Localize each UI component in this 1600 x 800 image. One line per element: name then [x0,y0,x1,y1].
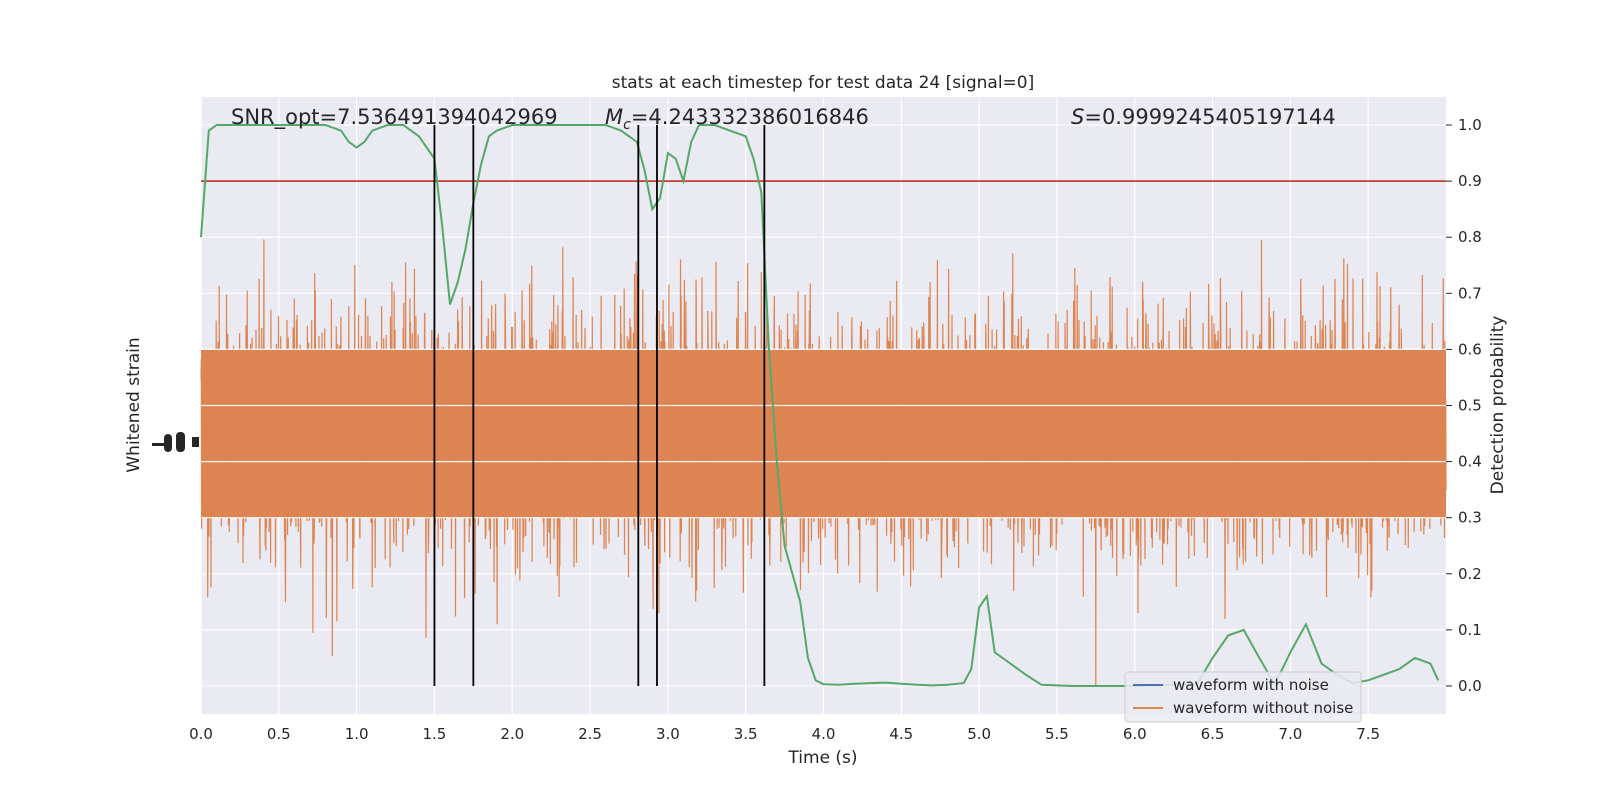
vertical-markers [433,125,766,686]
x-tick-label: 5.0 [967,725,991,743]
x-tick-label: 7.5 [1356,725,1380,743]
y-tick-label: 0.1 [1458,621,1482,639]
x-ticks: 0.0 0.5 1.0 1.5 2.0 2.5 3.0 3.5 4.0 4.5 5.0 5.5 6.0 6… [189,725,1380,743]
x-tick-label: 5.5 [1045,725,1069,743]
y-tick-label: 0.2 [1458,565,1482,583]
x-tick-label: 1.5 [423,725,447,743]
chart-title: stats at each timestep for test data 24 … [612,73,1035,93]
score-annotation: S=0.9999245405197144 [1071,105,1336,129]
legend-label-without-noise: waveform without noise [1173,699,1353,717]
chirp-mass-annotation: Mc=4.243332386016846 [605,105,869,133]
x-tick-label: 4.0 [812,725,836,743]
strain-series [200,180,1447,687]
legend: waveform with noise waveform without noi… [1124,671,1362,723]
x-axis-label: Time (s) [787,748,857,768]
y-tick-label: 0.3 [1458,509,1482,527]
x-tick-label: 0.0 [189,725,213,743]
x-tick-label: 6.5 [1201,725,1225,743]
y-tick-label: 0.9 [1458,172,1482,190]
x-tick-label: 3.0 [656,725,680,743]
snr-annotation: SNR_opt=7.536491394042969 [231,105,558,130]
x-tick-label: 2.0 [500,725,524,743]
y-tick-label: 0.5 [1458,397,1482,415]
x-tick-label: 7.0 [1278,725,1302,743]
x-tick-label: 3.5 [734,725,758,743]
y-tick-label: 0.8 [1458,228,1482,246]
legend-label-with-noise: waveform with noise [1173,676,1329,694]
left-axis-artifact [152,432,199,452]
x-tick-label: 6.0 [1123,725,1147,743]
x-tick-label: 1.0 [345,725,369,743]
x-tick-label: 2.5 [578,725,602,743]
y-tick-label: 1.0 [1458,116,1482,134]
y-tick-label: 0.4 [1458,453,1482,471]
x-tick-label: 0.5 [267,725,291,743]
y-tick-label: 0.0 [1458,677,1482,695]
y-ticks-right: 0.0 0.1 0.2 0.3 0.4 0.5 0.6 0.7 0.8 0.9 1.0 [1446,116,1482,695]
strain-line [200,239,1447,687]
y-axis-label-right: Detection probability [1488,316,1508,495]
y-axis-label-left: Whitened strain [124,337,144,472]
y-tick-label: 0.7 [1458,284,1482,302]
y-tick-label: 0.6 [1458,340,1482,358]
x-tick-label: 4.5 [889,725,913,743]
